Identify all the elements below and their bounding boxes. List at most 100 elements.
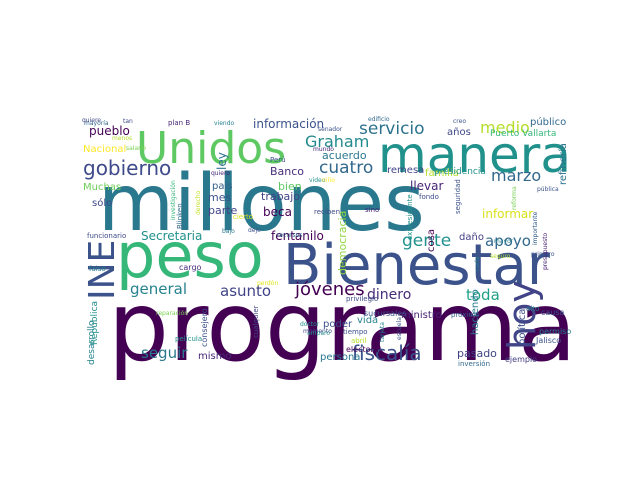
word-pueblo: pueblo: [89, 124, 130, 138]
word-llevar: llevar: [410, 179, 444, 193]
word-cada: cada: [474, 256, 481, 271]
word-importante: importante: [532, 211, 539, 245]
word-manera: manera: [378, 126, 571, 184]
word-desarrollo: desarrollo: [87, 320, 97, 365]
word-dinero: dinero: [367, 287, 411, 303]
word-bienestar: Bienestar: [283, 233, 551, 298]
word-gente: gente: [402, 231, 451, 251]
word-general: general: [130, 280, 187, 298]
word-nino: niño: [322, 177, 335, 184]
word-remesa: remesa: [387, 165, 424, 176]
word-recursos: recursos: [277, 232, 303, 239]
word-deje: deje: [248, 227, 261, 234]
word-fentanilo: fentanilo: [271, 229, 324, 243]
word-proximo: próximo: [451, 311, 479, 319]
word-mundo: mundo: [313, 146, 334, 153]
word-nacional: Nacional: [83, 144, 126, 155]
word-sino: sino: [365, 206, 379, 214]
word-momento: momento: [303, 328, 332, 335]
word-peru: Perú: [270, 156, 286, 164]
word-cosa: cosa: [426, 229, 437, 252]
word-asunto: asunto: [220, 282, 271, 300]
word-programa: programa: [108, 271, 577, 383]
word-derecho: derecho: [195, 190, 202, 215]
word-persona: persona: [320, 352, 360, 363]
word-menos: menos: [112, 135, 132, 142]
word-sucursales: sucursales: [364, 309, 406, 318]
cloud-background: [78, 107, 572, 369]
word-ley: ley: [215, 152, 229, 170]
word-jalisco: Jalisco: [535, 336, 561, 345]
word-unidos: Unidos: [136, 123, 286, 174]
word-amparo: amparo: [307, 330, 330, 337]
word-pais: país: [212, 180, 232, 192]
word-creo: creo: [453, 118, 466, 125]
word-marzo: marzo: [491, 166, 541, 185]
word-viendo: viendo: [214, 120, 235, 127]
word-quiero: quiero: [211, 170, 230, 177]
word-graham: Graham: [305, 132, 369, 151]
word-trabajo: trabajo: [261, 190, 300, 203]
word-video: video: [309, 177, 326, 184]
word-salario: salario: [126, 145, 146, 152]
word-privilegio: privilegio: [346, 295, 378, 303]
word-haciendo: haciendo: [470, 289, 481, 335]
word-politica: política: [516, 309, 528, 345]
word-permiso: permiso: [539, 327, 571, 336]
word-doctor: doctor: [300, 321, 320, 328]
word-seguro: seguro: [490, 253, 511, 260]
word-informar: informar: [482, 207, 533, 221]
word-presupuesto: presupuesto: [542, 232, 549, 270]
word-fiscalia: fiscalía: [352, 341, 422, 365]
word-peso: peso: [116, 219, 264, 292]
word-democracia: democracia: [336, 211, 349, 275]
word-dano: daño: [459, 232, 484, 243]
word-solo: sólo: [92, 197, 112, 209]
word-presidencia: presidencia: [434, 167, 486, 177]
word-millones: millones: [98, 159, 425, 249]
word-ine: INE: [82, 240, 123, 300]
word-cuatro: cuatro: [319, 158, 373, 178]
word-gobierno: gobierno: [83, 156, 171, 180]
word-tiempo: tiempo: [343, 328, 368, 336]
word-electoral: electoral: [346, 345, 381, 354]
word-seguridad: seguridad: [454, 179, 462, 214]
word-senador: senador: [318, 126, 343, 133]
word-medio: medio: [480, 118, 530, 137]
word-quiere: quiere: [82, 117, 101, 124]
word-familia: familia: [425, 168, 459, 179]
word-apoyo: apoyo: [485, 232, 531, 250]
word-cualquier: cualquier: [252, 305, 260, 338]
word-secretaria: Secretaria: [141, 229, 202, 243]
word-edificio: edificio: [368, 116, 390, 123]
word-ministro: ministro: [401, 310, 442, 321]
word-republica: República: [90, 301, 100, 345]
word-reforma: reforma: [511, 186, 518, 210]
word-primero: primero: [531, 251, 555, 258]
word-parte: parte: [208, 204, 238, 217]
word-seguir: seguir: [141, 344, 188, 362]
word-toda: toda: [466, 286, 500, 304]
word-inversion: inversión: [458, 360, 490, 368]
word-acuerdo: acuerdo: [322, 149, 367, 162]
word-informacion: información: [253, 117, 324, 131]
word-servicio: servicio: [359, 119, 425, 139]
word-muchas: Muchas: [83, 182, 121, 193]
word-tan: tan: [123, 118, 133, 125]
word-beca: beca: [263, 205, 292, 219]
word-abril: abril: [351, 337, 367, 345]
word-pasado: pasado: [457, 347, 497, 360]
word-bajo: bajo: [222, 228, 235, 235]
word-vida: vida: [357, 315, 378, 326]
word-mayor: mayor: [494, 238, 514, 245]
word-anos: años: [447, 127, 471, 138]
word-bien: bien: [278, 180, 302, 193]
word-reciben: reciben: [314, 208, 340, 216]
word-puerto-vallarta: Puerto Vallarta: [490, 129, 556, 139]
word-publico: público: [530, 116, 566, 128]
word-mayoria: mayoría: [84, 120, 109, 127]
word-hoy: hoy: [500, 280, 544, 350]
word-consejero: consejero: [200, 308, 209, 347]
word-jovenes: jóvenes: [294, 279, 365, 300]
